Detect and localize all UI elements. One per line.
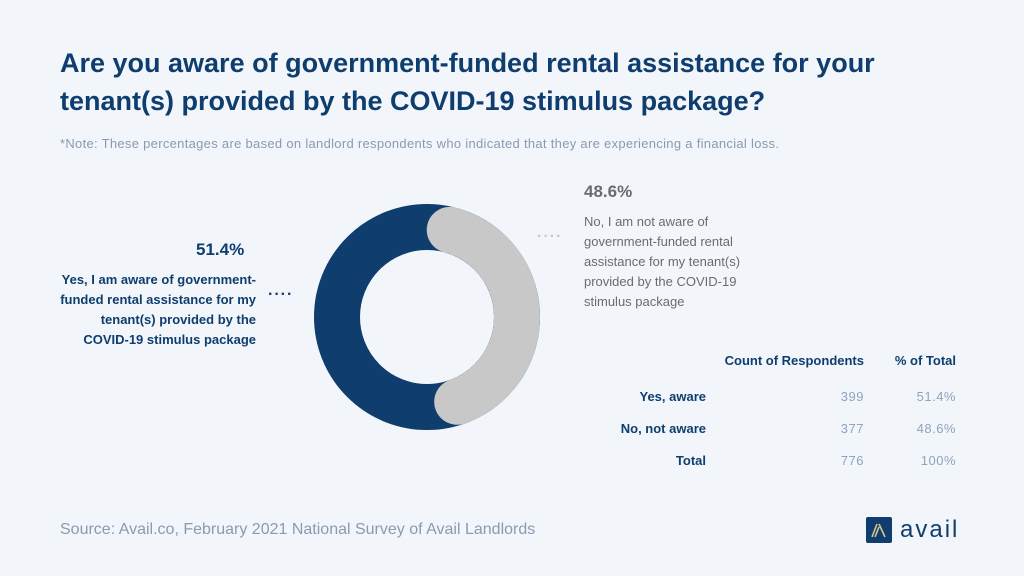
note: *Note: These percentages are based on la… [60, 136, 780, 151]
table-header: Count of Respondents % of Total [600, 350, 956, 382]
not-aware-leader-dots: ···· [537, 228, 563, 245]
chart-title: Are you aware of government-funded renta… [60, 48, 875, 116]
row-label: No, not aware [620, 421, 706, 436]
source-note: Source: Avail.co, February 2021 National… [60, 521, 536, 538]
not-aware-percent-label: 48.6% [584, 182, 633, 201]
donut-slice-not-aware [314, 204, 540, 430]
row-percent: 48.6% [916, 421, 956, 436]
respondents-table: Count of Respondents % of Total Yes, awa… [600, 350, 956, 478]
header-count: Count of Respondents [724, 353, 864, 368]
row-count: 776 [840, 453, 864, 468]
row-percent: 100% [920, 453, 956, 468]
header-percent: % of Total [894, 353, 956, 368]
aware-slice-label: Yes, I am aware of government-funded ren… [60, 272, 256, 347]
table-row: No, not aware 377 48.6% [600, 414, 956, 446]
avail-logo-text: avail [900, 516, 960, 543]
avail-logo: avail [866, 517, 959, 543]
not-aware-slice-label: No, I am not aware of government-funded … [584, 214, 741, 309]
table-row: Yes, aware 399 51.4% [600, 382, 956, 414]
row-count: 399 [840, 389, 864, 404]
donut-chart [314, 204, 540, 430]
row-label: Total [675, 453, 706, 468]
aware-percent-label: 51.4% [196, 240, 245, 259]
table-row: Total 776 100% [600, 446, 956, 478]
row-percent: 51.4% [916, 389, 956, 404]
aware-leader-dots: ···· [268, 286, 294, 303]
row-label: Yes, aware [639, 389, 707, 404]
row-count: 377 [840, 421, 864, 436]
avail-logo-icon [866, 517, 892, 543]
